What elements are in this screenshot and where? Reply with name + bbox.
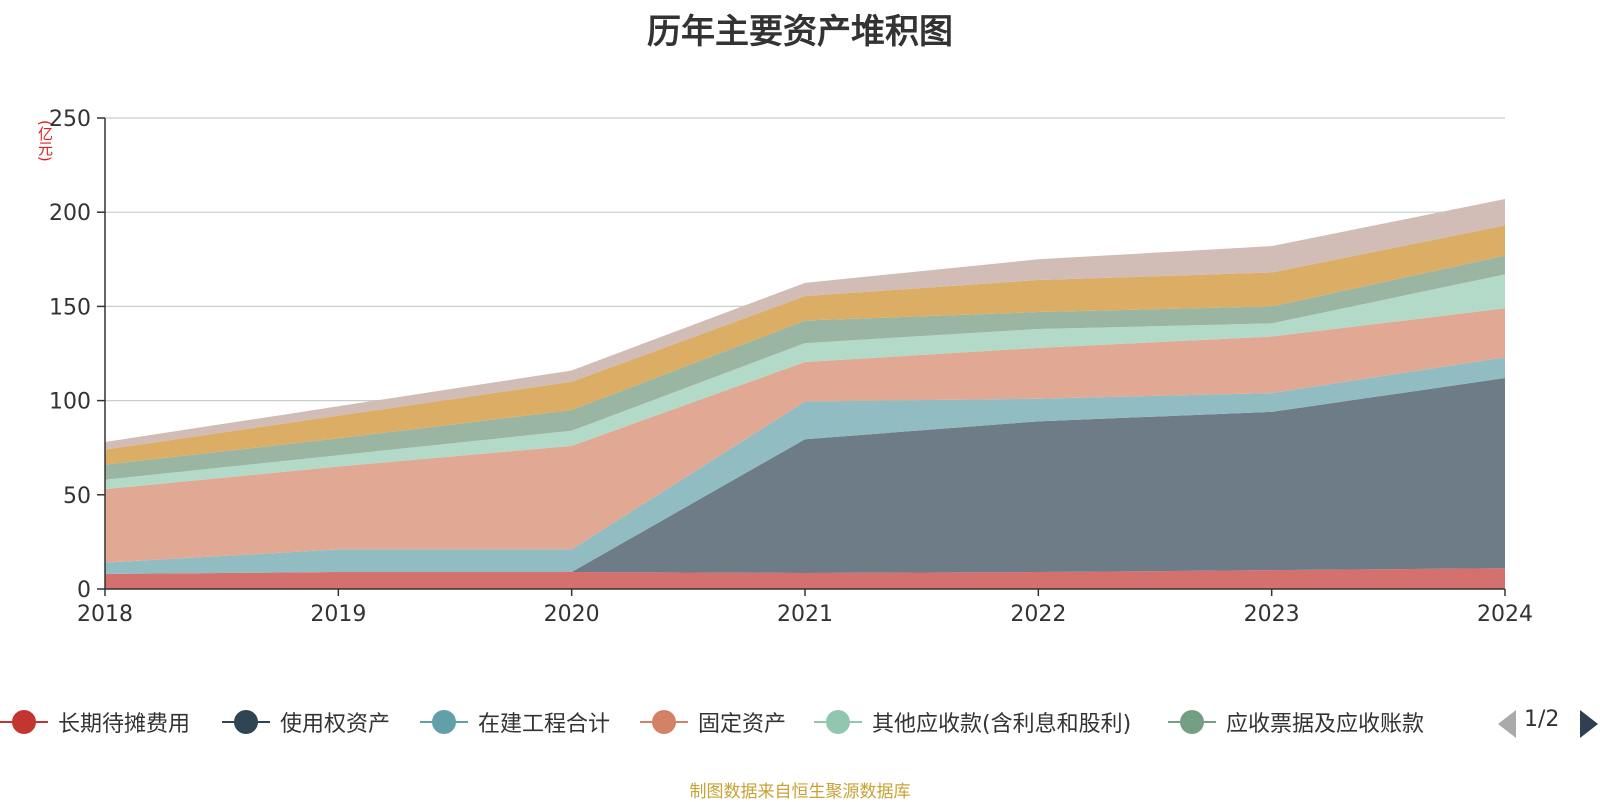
legend: 长期待摊费用 使用权资产 在建工程合计 固定资产 其他应收款(含利息和股利) 应收票据及应… <box>0 705 1600 745</box>
legend-swatch-icon <box>0 709 48 735</box>
legend-label: 长期待摊费用 <box>58 712 191 737</box>
legend-label: 在建工程合计 <box>478 712 611 737</box>
legend-swatch-icon <box>640 709 688 735</box>
area-series-2 <box>105 377 1505 574</box>
x-tick-label: 2022 <box>1010 602 1066 627</box>
chart-title: 历年主要资产堆积图 <box>647 12 953 52</box>
x-tick-label: 2019 <box>310 602 366 627</box>
legend-swatch-icon <box>814 709 862 735</box>
area-series <box>105 199 1505 589</box>
x-tick-label: 2020 <box>544 602 600 627</box>
axes <box>97 117 1506 596</box>
x-tick-label: 2024 <box>1477 602 1533 627</box>
legend-page-indicator: 1/2 <box>1524 707 1560 732</box>
area-series-3 <box>105 357 1505 574</box>
area-series-5 <box>105 274 1505 490</box>
legend-swatch-icon <box>420 709 468 735</box>
legend-swatch-icon <box>1168 709 1216 735</box>
legend-label: 固定资产 <box>698 712 787 737</box>
legend-item[interactable]: 其他应收款(含利息和股利) <box>814 705 1131 739</box>
area-series-8 <box>105 199 1505 450</box>
y-tick-label: 50 <box>63 484 91 509</box>
legend-next-arrow-icon[interactable] <box>1580 710 1598 738</box>
legend-label: 使用权资产 <box>280 712 391 737</box>
legend-swatch-icon <box>222 709 270 735</box>
x-tick-labels: 2018 2019 2020 2021 2022 2023 2024 <box>77 602 1533 627</box>
legend-item[interactable]: 长期待摊费用 <box>0 705 190 739</box>
area-series-6 <box>105 255 1505 480</box>
y-tick-label: 200 <box>49 201 91 226</box>
y-tick-label: 0 <box>77 578 91 603</box>
y-tick-label: 250 <box>49 107 91 132</box>
y-axis-unit-label: (亿元) <box>36 120 54 162</box>
legend-item[interactable]: 应收票据及应收账款 <box>1168 705 1424 739</box>
legend-label: 应收票据及应收账款 <box>1226 712 1425 737</box>
y-tick-label: 150 <box>49 295 91 320</box>
legend-label: 其他应收款(含利息和股利) <box>872 712 1132 737</box>
area-series-4 <box>105 308 1505 563</box>
legend-item[interactable]: 固定资产 <box>640 705 786 739</box>
data-source-note: 制图数据来自恒生聚源数据库 <box>689 782 911 802</box>
legend-item[interactable]: 使用权资产 <box>222 705 390 739</box>
y-tick-labels: 0 50 100 150 200 250 <box>49 107 91 603</box>
y-tick-label: 100 <box>49 390 91 415</box>
area-series-7 <box>105 225 1505 465</box>
area-series-1 <box>105 568 1505 589</box>
legend-item[interactable]: 在建工程合计 <box>420 705 610 739</box>
legend-pager: 1/2 <box>1498 705 1600 739</box>
x-tick-label: 2018 <box>77 602 133 627</box>
x-tick-label: 2023 <box>1244 602 1300 627</box>
x-tick-label: 2021 <box>777 602 833 627</box>
stacked-area-chart: 0 50 100 150 200 250 2018 2019 2020 2021 2022 2023… <box>49 107 1533 627</box>
legend-prev-arrow-icon[interactable] <box>1498 710 1516 738</box>
